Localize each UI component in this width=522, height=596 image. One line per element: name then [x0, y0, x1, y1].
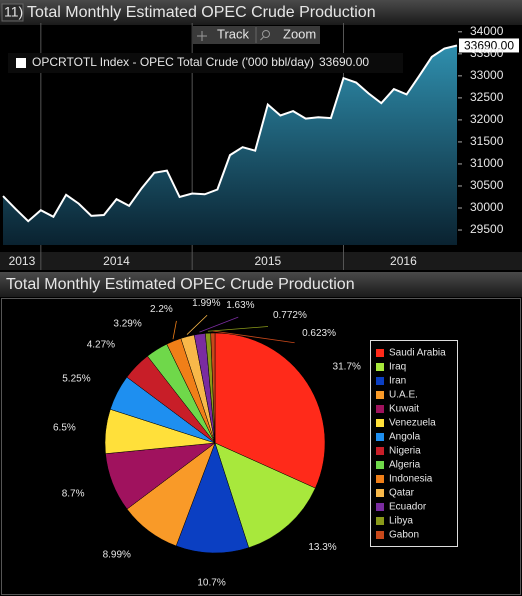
value-label: 4.27%	[87, 340, 115, 351]
x-tick-label: 2015	[254, 254, 281, 268]
x-tick-label: 2014	[103, 254, 130, 268]
chart-title: Total Monthly Estimated OPEC Crude Produ…	[6, 276, 355, 293]
value-label: 0.623%	[302, 328, 336, 339]
legend-swatch	[376, 363, 384, 371]
pie-slice	[210, 332, 216, 444]
track-icon	[197, 31, 207, 41]
legend-label: Algeria	[389, 460, 421, 471]
value-label: 6.5%	[53, 423, 76, 434]
track-button[interactable]: Track	[217, 26, 250, 41]
zoom-icon	[262, 30, 270, 38]
legend-swatch	[376, 531, 384, 539]
line	[2, 44, 458, 223]
legend-swatch	[376, 489, 384, 497]
value-label: 1.63%	[226, 300, 254, 311]
legend-label: Libya	[389, 516, 413, 527]
legend-swatch	[376, 405, 384, 413]
legend-box	[8, 53, 403, 73]
legend-label: Indonesia	[389, 474, 433, 485]
area-fill	[3, 45, 457, 245]
last-value-label: 33690.00	[464, 39, 514, 53]
y-tick-label: 31500	[470, 134, 504, 148]
legend-swatch	[16, 58, 26, 68]
value-label: 8.7%	[62, 488, 85, 499]
legend-label: U.A.E.	[389, 390, 418, 401]
legend-label: Nigeria	[389, 446, 421, 457]
value-label: 8.99%	[103, 550, 131, 561]
legend-label: Gabon	[389, 530, 419, 541]
value-label: 5.25%	[62, 373, 90, 384]
y-tick-label: 31000	[470, 156, 504, 170]
y-tick-label: 34000	[470, 24, 504, 38]
legend-label: Angola	[389, 432, 421, 443]
legend-value: 33690.00	[319, 55, 369, 69]
legend-swatch	[376, 461, 384, 469]
value-label: 31.7%	[333, 362, 361, 373]
panel-number: 11)	[4, 4, 23, 20]
value-label: 10.7%	[197, 578, 225, 589]
chart-title: Total Monthly Estimated OPEC Crude Produ…	[27, 4, 376, 21]
legend-label: Kuwait	[389, 404, 419, 415]
label-connector	[212, 330, 295, 344]
legend-swatch	[376, 377, 384, 385]
y-tick-label: 30500	[470, 178, 504, 192]
zoom-button[interactable]: Zoom	[283, 26, 316, 41]
title-bar	[0, 272, 522, 297]
y-tick-label: 30000	[470, 200, 504, 214]
value-label: 13.3%	[308, 542, 336, 553]
pie-slice	[214, 442, 316, 549]
legend-swatch	[376, 503, 384, 511]
legend-swatch	[376, 419, 384, 427]
label-connector	[207, 326, 269, 332]
title-bar	[0, 0, 522, 25]
value-label: 2.2%	[150, 304, 173, 315]
legend-label: Qatar	[389, 488, 415, 499]
y-tick-label: 33000	[470, 68, 504, 82]
legend-swatch	[376, 475, 384, 483]
legend-swatch	[376, 391, 384, 399]
legend-swatch	[376, 433, 384, 441]
pie-slice	[175, 442, 250, 554]
value-label: 0.772%	[273, 310, 307, 321]
label-connector	[172, 320, 177, 340]
y-tick-label: 32500	[470, 90, 504, 104]
legend-swatch	[376, 349, 384, 357]
y-tick-label: 33500	[470, 46, 504, 60]
legend-swatch	[376, 517, 384, 525]
x-axis-strip	[0, 252, 522, 270]
legend-label: Iraq	[389, 362, 406, 373]
zoom-icon-handle	[260, 36, 264, 41]
value-label: 1.99%	[192, 298, 220, 309]
label-connector	[186, 314, 208, 335]
x-tick-label: 2016	[390, 254, 417, 268]
value-label: 3.29%	[113, 318, 141, 329]
legend-label: OPCRTOTL Index - OPEC Total Crude ('000 …	[32, 55, 314, 69]
legend-box	[370, 340, 458, 547]
legend-label: Venezuela	[389, 418, 436, 429]
last-value-badge	[459, 38, 519, 53]
legend-label: Saudi Arabia	[389, 348, 446, 359]
legend-entry: OPCRTOTL Index - OPEC Total Crude ('000 …	[32, 55, 369, 69]
pie-slice	[214, 332, 326, 489]
label-connector	[199, 316, 239, 333]
legend-swatch	[376, 447, 384, 455]
legend-label: Ecuador	[389, 502, 427, 513]
x-tick-label: 2013	[9, 254, 36, 268]
y-tick-label: 29500	[470, 222, 504, 236]
legend-label: Iran	[389, 376, 406, 387]
panel-number-box	[1, 3, 24, 22]
y-tick-label: 32000	[470, 112, 504, 126]
